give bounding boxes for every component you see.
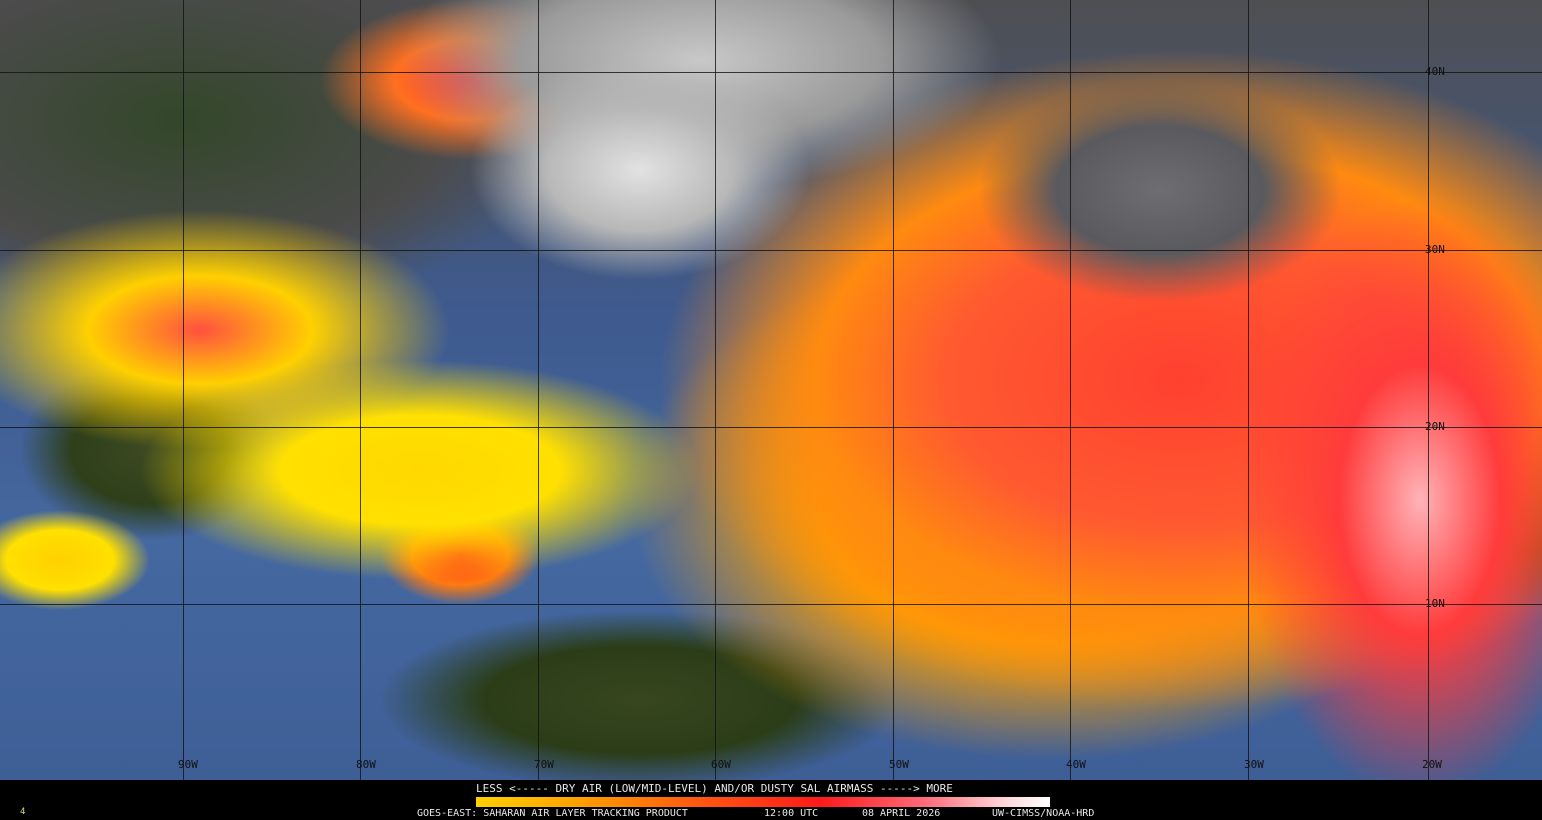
meridian-50w: [893, 0, 894, 780]
credit-label: UW-CIMSS/NOAA-HRD: [992, 808, 1095, 819]
meridian-90w: [183, 0, 184, 780]
lat-label: 30N: [1425, 243, 1445, 256]
lon-label: 40W: [1066, 758, 1086, 771]
meridian-80w: [360, 0, 361, 780]
meridian-60w: [715, 0, 716, 780]
legend-caption: LESS <----- DRY AIR (LOW/MID-LEVEL) AND/…: [476, 782, 953, 795]
date-label: 08 APRIL 2026: [862, 808, 941, 819]
lon-label: 80W: [356, 758, 376, 771]
lon-label: 90W: [178, 758, 198, 771]
corner-mark: 4: [20, 807, 26, 817]
lat-label: 20N: [1425, 420, 1445, 433]
meridian-20w: [1428, 0, 1429, 780]
parallel-20n: [0, 427, 1542, 428]
parallel-40n: [0, 72, 1542, 73]
meridian-30w: [1248, 0, 1249, 780]
time-label: 12:00 UTC: [764, 808, 819, 819]
satellite-map: 90W 80W 70W 60W 50W 40W 30W 20W 40N 30N …: [0, 0, 1542, 780]
lon-label: 50W: [889, 758, 909, 771]
product-name: GOES-EAST: SAHARAN AIR LAYER TRACKING PR…: [417, 808, 688, 819]
lon-label: 70W: [534, 758, 554, 771]
lat-label: 10N: [1425, 597, 1445, 610]
meridian-40w: [1070, 0, 1071, 780]
lon-label: 30W: [1244, 758, 1264, 771]
meridian-70w: [538, 0, 539, 780]
parallel-10n: [0, 604, 1542, 605]
parallel-30n: [0, 250, 1542, 251]
footer-bar: LESS <----- DRY AIR (LOW/MID-LEVEL) AND/…: [0, 780, 1542, 820]
lon-label: 60W: [711, 758, 731, 771]
lat-label: 40N: [1425, 65, 1445, 78]
lon-label: 20W: [1422, 758, 1442, 771]
color-scale-bar: [476, 797, 1050, 807]
